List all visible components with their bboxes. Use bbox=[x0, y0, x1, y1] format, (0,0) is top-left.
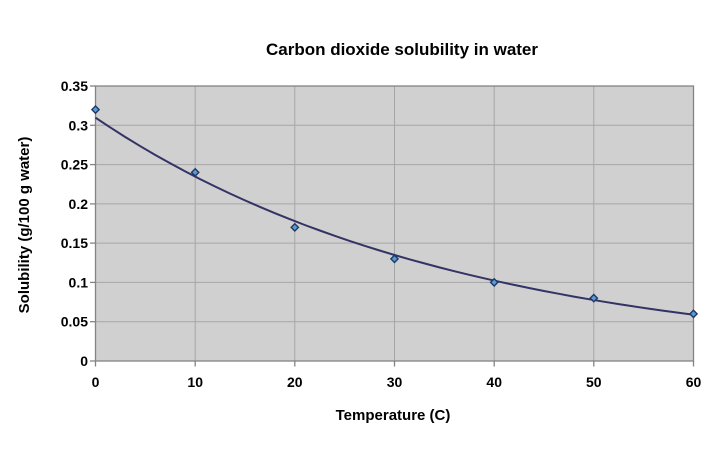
svg-text:10: 10 bbox=[187, 374, 203, 390]
svg-text:0.25: 0.25 bbox=[61, 157, 88, 173]
svg-text:0.35: 0.35 bbox=[61, 78, 88, 94]
svg-text:0: 0 bbox=[92, 374, 100, 390]
svg-text:0.1: 0.1 bbox=[69, 274, 89, 290]
svg-text:50: 50 bbox=[586, 374, 602, 390]
svg-text:30: 30 bbox=[387, 374, 403, 390]
svg-text:Carbon dioxide solubility in w: Carbon dioxide solubility in water bbox=[266, 40, 538, 59]
svg-text:0: 0 bbox=[80, 353, 88, 369]
svg-text:0.3: 0.3 bbox=[69, 117, 89, 133]
svg-text:0.2: 0.2 bbox=[69, 196, 89, 212]
svg-text:40: 40 bbox=[486, 374, 502, 390]
svg-text:Solubility (g/100 g water): Solubility (g/100 g water) bbox=[16, 137, 33, 314]
svg-text:0.05: 0.05 bbox=[61, 314, 88, 330]
svg-text:0.15: 0.15 bbox=[61, 235, 88, 251]
svg-text:60: 60 bbox=[686, 374, 702, 390]
svg-text:Temperature (C): Temperature (C) bbox=[336, 407, 451, 424]
svg-text:20: 20 bbox=[287, 374, 303, 390]
